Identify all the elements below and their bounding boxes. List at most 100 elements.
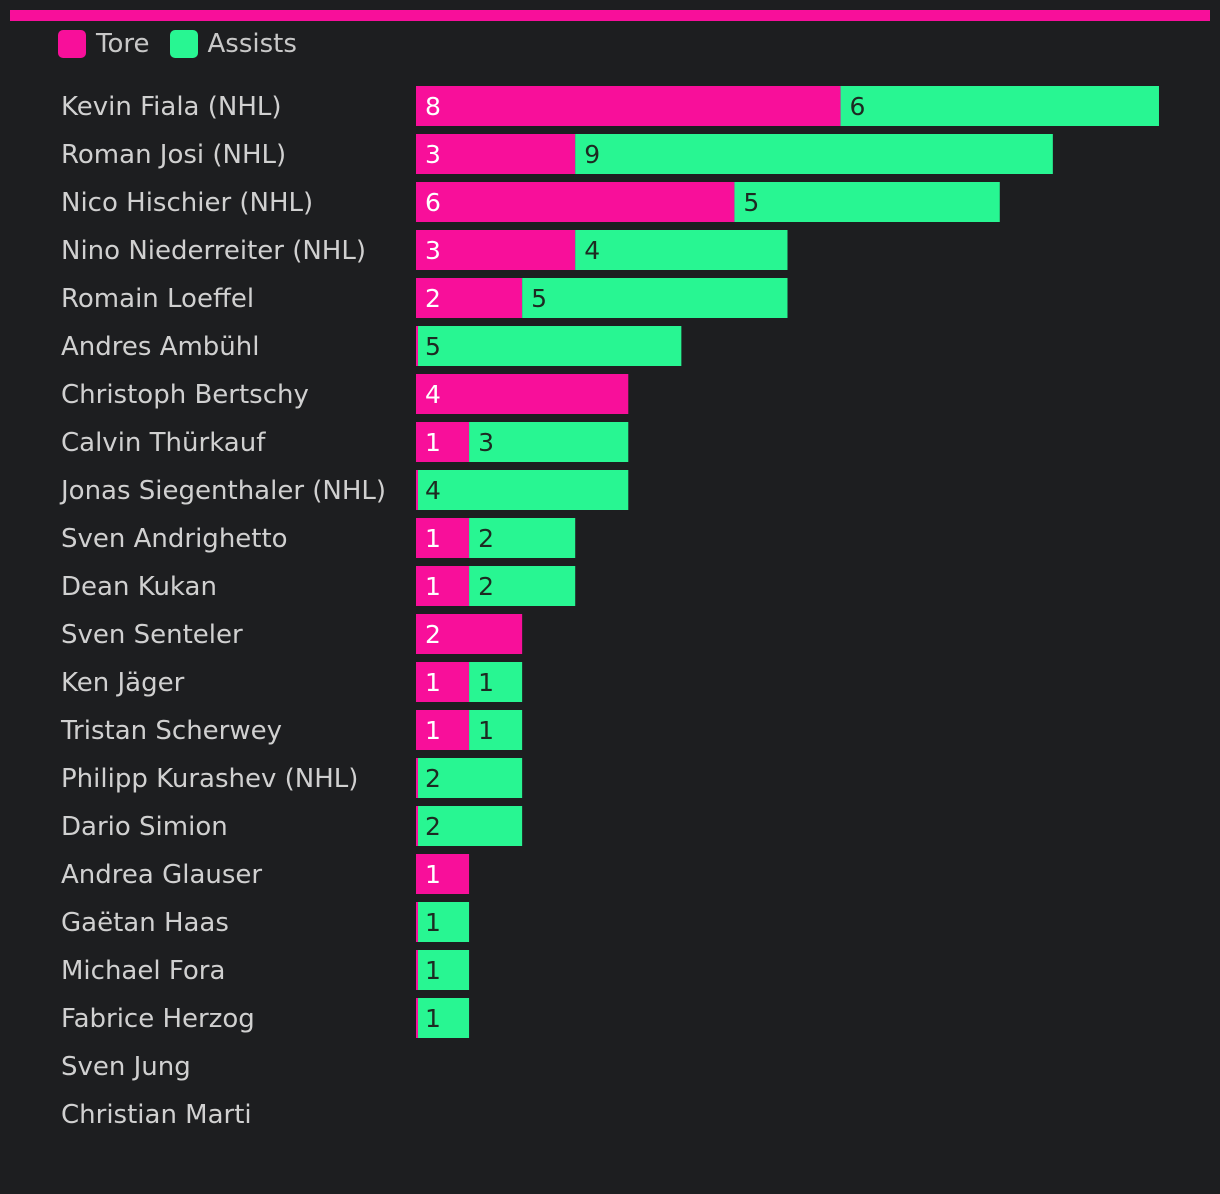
bar-edge-tore [416, 470, 418, 510]
bar-segment-assists[interactable] [418, 470, 629, 510]
player-label: Michael Fora [61, 956, 225, 986]
player-label: Gaëtan Haas [61, 908, 229, 938]
bar-segment-assists[interactable] [469, 566, 576, 606]
bar-segment-tore[interactable] [416, 614, 523, 654]
bar-segment-tore[interactable] [416, 134, 576, 174]
bar-row: Romain Loeffel 2 5 [61, 278, 788, 318]
legend-label-tore: Tore [96, 29, 150, 59]
bar-segment-assists[interactable] [469, 662, 523, 702]
bar-row: Andres Ambühl 5 [61, 326, 682, 366]
bar-segment-assists[interactable] [734, 182, 1000, 222]
bar-row: Sven Jung [61, 1052, 191, 1082]
bar-row: Tristan Scherwey 1 1 [60, 710, 523, 750]
bar-segment-tore[interactable] [416, 854, 470, 894]
bar-segment-assists[interactable] [418, 806, 523, 846]
player-label: Dean Kukan [61, 572, 217, 602]
legend-item-assists[interactable]: Assists [169, 29, 297, 59]
bar-segment-assists[interactable] [575, 134, 1053, 174]
legend-item-tore[interactable]: Tore [58, 29, 150, 59]
bar-edge-tore [416, 806, 418, 846]
bar-value-label-assists: 1 [425, 908, 441, 937]
legend: Tore Assists [58, 26, 317, 62]
bar-row: Andrea Glauser 1 [61, 854, 470, 894]
player-label: Christian Marti [61, 1100, 252, 1130]
bar-edge-tore [416, 326, 418, 366]
bar-row: Nino Niederreiter (NHL) 3 4 [61, 230, 788, 270]
bar-value-label-assists: 2 [478, 524, 494, 553]
bar-row: Calvin Thürkauf 1 3 [61, 422, 629, 462]
bar-value-label-tore: 1 [425, 572, 441, 601]
bar-segment-tore[interactable] [416, 518, 470, 558]
legend-swatch-assists [169, 30, 198, 58]
player-label: Sven Jung [61, 1052, 191, 1082]
bar-segment-tore[interactable] [416, 278, 523, 318]
bar-row: Ken Jäger 1 1 [61, 662, 523, 702]
bar-value-label-tore: 6 [425, 188, 441, 217]
bar-value-label-assists: 5 [425, 332, 441, 361]
player-label: Andres Ambühl [61, 332, 260, 362]
bar-row: Kevin Fiala (NHL) 8 6 [61, 86, 1159, 126]
bar-row: Sven Andrighetto 1 2 [61, 518, 576, 558]
bar-value-label-tore: 4 [425, 380, 441, 409]
bar-value-label-assists: 1 [478, 668, 494, 697]
bar-value-label-tore: 1 [425, 524, 441, 553]
bar-value-label-tore: 1 [425, 860, 441, 889]
bar-value-label-assists: 1 [425, 1004, 441, 1033]
bar-row: Christoph Bertschy 4 [61, 374, 629, 414]
bar-segment-tore[interactable] [416, 422, 470, 462]
bar-segment-assists[interactable] [418, 950, 470, 990]
bar-segment-assists[interactable] [575, 230, 788, 270]
bar-value-label-tore: 3 [425, 236, 441, 265]
player-label: Calvin Thürkauf [61, 428, 266, 458]
player-label: Philipp Kurashev (NHL) [61, 764, 358, 794]
bar-segment-assists[interactable] [418, 758, 523, 798]
bar-value-label-assists: 6 [850, 92, 866, 121]
bar-row: Dean Kukan 1 2 [61, 566, 576, 606]
bar-segment-tore[interactable] [416, 230, 576, 270]
player-label: Dario Simion [61, 812, 228, 842]
bar-segment-tore[interactable] [416, 86, 841, 126]
player-label: Nico Hischier (NHL) [61, 188, 313, 218]
player-label: Ken Jäger [61, 668, 185, 698]
bar-segment-tore[interactable] [416, 566, 470, 606]
bar-row: Michael Fora 1 [61, 950, 470, 990]
bar-value-label-assists: 2 [425, 764, 441, 793]
bar-segment-assists[interactable] [840, 86, 1159, 126]
player-label: Tristan Scherwey [60, 716, 282, 746]
legend-swatch-tore [58, 30, 86, 58]
bar-segment-tore[interactable] [416, 710, 470, 750]
bar-value-label-assists: 1 [425, 956, 441, 985]
bar-segment-tore[interactable] [416, 182, 735, 222]
bar-edge-tore [416, 950, 418, 990]
bar-edge-tore [416, 998, 418, 1038]
bar-row: Jonas Siegenthaler (NHL) 4 [59, 470, 629, 510]
bar-row: Roman Josi (NHL) 3 9 [61, 134, 1053, 174]
bar-segment-assists[interactable] [418, 998, 470, 1038]
bar-segment-tore[interactable] [416, 662, 470, 702]
player-label: Kevin Fiala (NHL) [61, 92, 282, 122]
bar-value-label-assists: 5 [743, 188, 759, 217]
bar-segment-assists[interactable] [469, 518, 576, 558]
bar-segment-assists[interactable] [522, 278, 788, 318]
bar-segment-assists[interactable] [418, 902, 470, 942]
bar-row: Fabrice Herzog 1 [61, 998, 470, 1038]
player-label: Nino Niederreiter (NHL) [61, 236, 366, 266]
bar-value-label-tore: 3 [425, 140, 441, 169]
bar-value-label-assists: 1 [478, 716, 494, 745]
player-label: Sven Senteler [61, 620, 243, 650]
bar-value-label-tore: 8 [425, 92, 441, 121]
bar-value-label-assists: 9 [584, 140, 600, 169]
bar-row: Christian Marti [61, 1100, 252, 1130]
bar-segment-assists[interactable] [469, 710, 523, 750]
bar-edge-tore [416, 902, 418, 942]
top-accent-stripe [10, 10, 1210, 21]
bar-segment-assists[interactable] [418, 326, 682, 366]
bar-segment-tore[interactable] [416, 374, 629, 414]
bar-value-label-assists: 2 [425, 812, 441, 841]
bar-value-label-tore: 2 [425, 620, 441, 649]
bar-segment-assists[interactable] [469, 422, 629, 462]
player-label: Andrea Glauser [61, 860, 262, 890]
player-label: Jonas Siegenthaler (NHL) [59, 476, 386, 506]
bar-value-label-assists: 5 [531, 284, 547, 313]
